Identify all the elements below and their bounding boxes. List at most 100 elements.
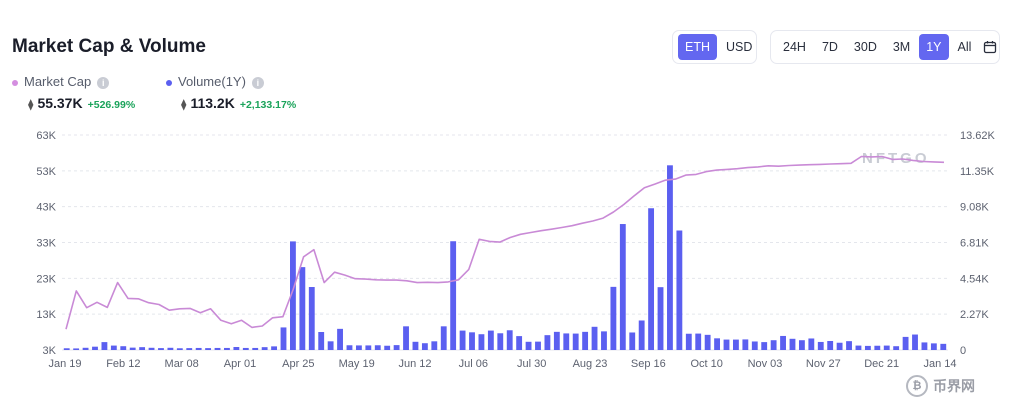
- volume-bar: [403, 326, 409, 350]
- volume-bar: [506, 330, 513, 350]
- volume-bar: [101, 342, 108, 350]
- x-tick: Jan 14: [923, 358, 956, 370]
- volume-bars: [63, 165, 947, 350]
- volume-bar: [591, 326, 598, 350]
- x-tick: Aug 23: [573, 358, 608, 370]
- volume-bar: [864, 345, 871, 350]
- x-tick: May 19: [339, 358, 375, 370]
- eth-icon: ⧫: [181, 99, 187, 111]
- volume-bar: [365, 345, 372, 350]
- volume-bar: [553, 331, 560, 350]
- volume-bar: [827, 341, 834, 350]
- x-tick: Jan 19: [48, 358, 81, 370]
- x-tick: Jul 06: [459, 358, 488, 370]
- volume-bar: [648, 208, 655, 350]
- x-tick: Nov 03: [748, 358, 783, 370]
- range-all-button[interactable]: All: [957, 40, 972, 54]
- y-left-tick: 33K: [36, 238, 56, 250]
- volume-bar: [798, 340, 805, 350]
- watermark: NFTGO: [862, 150, 930, 167]
- info-icon[interactable]: i: [251, 76, 264, 89]
- volume-bar: [92, 346, 98, 350]
- volume-bar: [714, 338, 720, 350]
- y-axis-left: 3K 13K 23K 33K 43K 53K 63K: [36, 130, 56, 357]
- x-tick: Feb 12: [106, 358, 140, 370]
- volume-bar: [327, 341, 334, 350]
- volume-bar: [817, 341, 824, 350]
- volume-bar: [685, 333, 692, 350]
- volume-bar: [176, 348, 183, 350]
- volume-bar: [742, 339, 749, 350]
- x-tick: Jul 30: [517, 358, 546, 370]
- volume-bar: [233, 347, 240, 350]
- legend-market-cap[interactable]: Market Cap i: [12, 74, 110, 89]
- volume-bar: [563, 333, 570, 350]
- calendar-icon[interactable]: [983, 34, 997, 60]
- range-7d-button[interactable]: 7D: [821, 40, 838, 54]
- volume-bar: [874, 345, 881, 350]
- legend-volume[interactable]: Volume(1Y) i: [166, 74, 264, 89]
- info-icon[interactable]: i: [97, 76, 110, 89]
- volume-bar: [601, 331, 607, 350]
- y-right-tick: 11.35K: [960, 166, 995, 178]
- volume-bar: [252, 347, 259, 350]
- volume-bar: [290, 241, 296, 350]
- volume-bar: [676, 230, 683, 350]
- currency-toggle: ETH USD: [672, 30, 757, 64]
- volume-bar: [148, 347, 155, 350]
- volume-bar: [525, 341, 532, 350]
- volume-bar: [63, 348, 70, 350]
- volume-bar: [384, 345, 391, 350]
- x-tick: Mar 08: [165, 358, 199, 370]
- volume-bar: [638, 320, 645, 350]
- y-right-tick: 4.54K: [960, 273, 989, 285]
- volume-bar: [930, 343, 937, 350]
- currency-usd-button[interactable]: USD: [726, 40, 753, 54]
- range-24h-button[interactable]: 24H: [783, 40, 806, 54]
- volume-bar: [846, 341, 852, 350]
- volume-bar: [355, 345, 362, 350]
- volume-bar: [431, 341, 438, 350]
- volume-bar: [808, 338, 815, 350]
- y-right-tick: 2.27K: [960, 309, 989, 321]
- range-toggle: 24H 7D 30D 3M 1Y All: [770, 30, 1000, 64]
- volume-bar: [921, 342, 928, 350]
- range-30d-button[interactable]: 30D: [853, 40, 877, 54]
- volume-bar: [129, 347, 136, 350]
- volume-bar: [242, 347, 249, 350]
- x-tick: Apr 25: [282, 358, 314, 370]
- y-left-tick: 3K: [43, 345, 57, 357]
- range-3m-button[interactable]: 3M: [892, 40, 911, 54]
- volume-bar: [440, 326, 447, 350]
- volume-bar: [657, 287, 664, 350]
- x-tick: Oct 10: [690, 358, 722, 370]
- volume-bar: [619, 224, 626, 350]
- volume-bar: [780, 335, 786, 350]
- volume-bar: [110, 345, 117, 350]
- x-axis: Jan 19 Feb 12 Mar 08 Apr 01 Apr 25 May 19 Jun …: [48, 358, 956, 370]
- volume-bar: [940, 343, 947, 350]
- volume-bar: [195, 347, 202, 350]
- volume-bar: [893, 346, 900, 350]
- range-1y-button[interactable]: 1Y: [919, 34, 949, 60]
- volume-bar: [497, 333, 504, 350]
- currency-eth-button[interactable]: ETH: [678, 34, 717, 60]
- volume-bar: [308, 287, 315, 350]
- x-tick: Nov 27: [806, 358, 841, 370]
- market-cap-value: ⧫ 55.37K +526.99%: [28, 95, 135, 111]
- volume-bar: [544, 335, 551, 350]
- volume-bar: [261, 347, 268, 350]
- volume-bar: [855, 345, 862, 350]
- eth-icon: ⧫: [28, 99, 34, 111]
- volume-bar: [280, 327, 287, 350]
- y-left-tick: 13K: [36, 309, 56, 321]
- y-right-tick: 9.08K: [960, 202, 989, 214]
- volume-bar: [469, 332, 475, 350]
- volume-bar: [902, 336, 909, 350]
- volume-bar: [224, 347, 230, 350]
- site-logo-text: 币界网: [933, 378, 975, 394]
- volume-amount: 113.2K: [190, 95, 235, 111]
- x-tick: Sep 16: [631, 358, 666, 370]
- market-cap-dot: [12, 79, 18, 86]
